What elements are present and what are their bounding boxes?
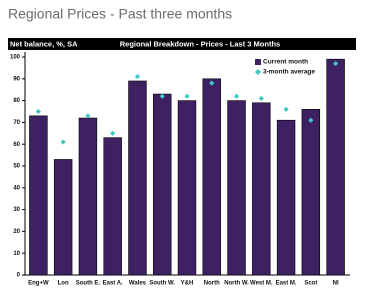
bar: [78, 117, 98, 276]
bar: [301, 109, 321, 276]
x-tick-label: Y&H: [181, 281, 194, 287]
bar: [153, 93, 172, 276]
y-tick-label: 90: [13, 76, 20, 82]
y-tick-label: 10: [13, 251, 20, 257]
y-tick-label: 0: [17, 273, 21, 279]
x-tick-label: NI: [333, 281, 339, 287]
x-tick-label: Lon: [58, 281, 69, 287]
x-tick-label: North W.: [224, 281, 249, 287]
bar: [29, 115, 48, 276]
x-tick-label: East M.: [276, 281, 297, 287]
bar: [177, 100, 197, 276]
chart-title: Regional Breakdown - Prices - Last 3 Mon…: [120, 39, 280, 48]
y-tick-label: 20: [13, 229, 20, 235]
legend-label: 3-month average: [263, 69, 315, 76]
diamond-marker: [184, 93, 190, 99]
x-tick-label: West M.: [250, 281, 273, 287]
x-tick-label: Scot: [304, 281, 317, 287]
diamond-marker: [209, 80, 215, 86]
diamond-marker: [60, 139, 66, 145]
x-tick-label: East A.: [103, 281, 123, 287]
y-tick-label: 70: [13, 120, 20, 126]
diamond-marker: [283, 106, 289, 112]
x-tick-label: Wales: [129, 281, 147, 287]
y-tick-label: 80: [13, 98, 20, 104]
diamond-marker: [110, 130, 116, 136]
y-tick-label: 50: [13, 164, 20, 170]
bar: [103, 137, 122, 276]
diamond-marker: [159, 93, 165, 99]
y-tick-label: 100: [10, 55, 21, 61]
diamond-marker: [35, 108, 41, 115]
page-title: Regional Prices - Past three months: [8, 6, 232, 22]
x-tick-label: North: [204, 281, 220, 287]
diamond-marker: [308, 117, 314, 123]
y-axis-label: Net balance, %, SA: [10, 39, 78, 48]
bar: [326, 58, 345, 276]
x-tick-label: South W.: [149, 281, 175, 287]
bar: [276, 119, 296, 276]
bar: [227, 100, 246, 276]
diamond-marker: [85, 113, 91, 119]
x-tick-label: Eng+W: [28, 281, 49, 287]
legend-swatch: [255, 69, 261, 75]
legend-label: Current month: [263, 59, 308, 66]
x-tick-label: South E.: [76, 281, 101, 287]
y-tick-label: 30: [13, 207, 20, 213]
diamond-marker: [233, 93, 240, 99]
bar: [128, 80, 147, 276]
diamond-marker: [258, 95, 264, 102]
y-tick-label: 60: [13, 142, 20, 148]
bar: [53, 159, 73, 276]
diamond-marker: [134, 74, 141, 80]
bar: [202, 78, 221, 276]
legend-swatch: [255, 59, 261, 65]
chart-header: [8, 38, 356, 50]
bar: [252, 102, 271, 276]
diamond-marker: [333, 60, 339, 67]
y-tick-label: 40: [13, 185, 20, 191]
